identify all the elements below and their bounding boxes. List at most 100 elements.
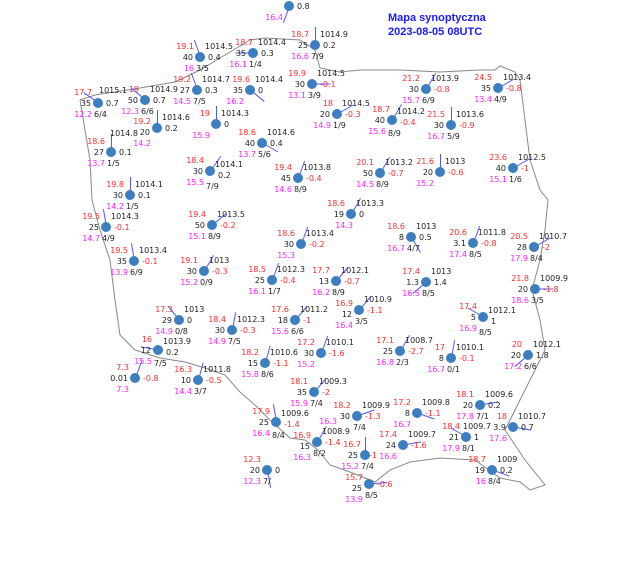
station-pressure: 1013.9 (431, 74, 459, 83)
station-pressure: 1010.7 (539, 232, 567, 241)
station-cloud-fraction: 2/3 (396, 358, 409, 367)
station-dew-point: 16.6 (291, 52, 309, 61)
station-pressure: 1014.9 (320, 30, 348, 39)
station-temperature: 19 (128, 85, 139, 94)
title-line-1: Mapa synoptyczna (388, 12, 486, 24)
station-pressure-tendency: 0 (187, 316, 193, 325)
station-dew-point: 13.7 (238, 150, 256, 159)
station-temperature: 16.9 (293, 431, 311, 440)
station-pressure-tendency: -1.6 (411, 441, 427, 450)
station-pressure: 1013.4 (139, 246, 167, 255)
station-temperature: 19.4 (188, 210, 206, 219)
station-pressure-tendency: 0.2 (218, 171, 231, 180)
cloud-cover-circle-icon (468, 238, 478, 248)
station-visibility: 45 (280, 174, 291, 183)
cloud-cover-circle-icon (446, 120, 456, 130)
station-dew-point: 14.2 (106, 202, 124, 211)
station-pressure-tendency: -1.1 (273, 359, 289, 368)
station-dew-point: 15.6 (271, 327, 289, 336)
station-pressure: 1012.3 (277, 265, 305, 274)
station-dew-point: 15.1 (489, 175, 507, 184)
cloud-cover-circle-icon (529, 242, 539, 252)
cloud-cover-circle-icon (125, 190, 135, 200)
station-cloud-fraction: 6/9 (422, 96, 435, 105)
station-pressure-tendency: -0.2 (220, 221, 236, 230)
station-cloud-fraction: 4/9 (494, 95, 507, 104)
cloud-cover-circle-icon (290, 315, 300, 325)
cloud-cover-circle-icon (364, 479, 374, 489)
station-pressure-tendency: -1.3 (365, 412, 381, 421)
cloud-cover-circle-icon (152, 123, 162, 133)
station-pressure: 1012.1 (533, 340, 561, 349)
station-temperature: 18.2 (333, 401, 351, 410)
station-visibility: 30 (294, 80, 305, 89)
cloud-cover-circle-icon (199, 266, 209, 276)
station-dew-point: 16.7 (427, 132, 445, 141)
station-temperature: 17.4 (379, 430, 397, 439)
station-pressure-tendency: -2.7 (408, 347, 424, 356)
station-pressure-tendency: -1.4 (284, 420, 300, 429)
station-temperature: 18 (496, 412, 507, 421)
station-dew-point: 15.2 (341, 462, 359, 471)
cloud-cover-circle-icon (193, 375, 203, 385)
station-temperature: 18.6 (238, 128, 256, 137)
cloud-cover-circle-icon (354, 305, 364, 315)
station-dew-point: 15.6 (368, 127, 386, 136)
station-dew-point: 16.6 (379, 452, 397, 461)
station-pressure-tendency: -0.6 (448, 168, 464, 177)
station-visibility: 50 (127, 96, 138, 105)
station-visibility: 3.9 (493, 423, 506, 432)
station-visibility: 21 (448, 433, 459, 442)
station-visibility: 12 (341, 310, 352, 319)
station-temperature: 18.6 (277, 229, 295, 238)
station-pressure: 1014.5 (205, 42, 233, 51)
station-pressure: 1013.4 (306, 229, 334, 238)
station-cloud-fraction: 8/4 (530, 254, 543, 263)
station-pressure-tendency: -0.9 (459, 121, 475, 130)
station-dew-point: 16.1 (229, 60, 247, 69)
station-dew-point: 16.4 (265, 13, 283, 22)
station-visibility: 35 (232, 86, 243, 95)
station-pressure-tendency: 0.7 (153, 96, 166, 105)
station-cloud-fraction: 0/1 (447, 365, 460, 374)
station-pressure-tendency: -1.1 (425, 409, 441, 418)
station-pressure-tendency: 1.4 (434, 278, 447, 287)
cloud-cover-circle-icon (530, 284, 540, 294)
station-cloud-fraction: 7/9 (206, 182, 219, 191)
station-temperature: 17.7 (74, 88, 92, 97)
station-temperature: 16 (141, 335, 152, 344)
station-pressure: 1014.8 (110, 129, 138, 138)
station-temperature: 17.3 (155, 305, 173, 314)
station-temperature: 18.2 (241, 348, 259, 357)
station-cloud-fraction: 6/4 (94, 110, 107, 119)
station-pressure-tendency: 1.8 (536, 351, 549, 360)
station-cloud-fraction: 8/5 (365, 491, 378, 500)
station-cloud-fraction: 6/6 (141, 107, 154, 116)
station-dew-point: 14.6 (274, 185, 292, 194)
station-temperature: 21.2 (402, 74, 420, 83)
station-cloud-fraction: 7/5 (228, 337, 241, 346)
cloud-cover-circle-icon (271, 417, 281, 427)
station-visibility: 35 (480, 84, 491, 93)
station-pressure-tendency: 0 (224, 120, 230, 129)
cloud-cover-circle-icon (387, 115, 397, 125)
station-dew-point: 17.6 (489, 434, 507, 443)
station-cloud-fraction: 8/2 (313, 449, 326, 458)
station-cloud-fraction: 8/4 (272, 431, 285, 440)
station-pressure: 1014.3 (221, 109, 249, 118)
station-visibility: 35 (80, 99, 91, 108)
station-temperature: 17.6 (271, 305, 289, 314)
station-cloud-fraction: 7/1 (476, 412, 489, 421)
country-border-line (79, 37, 549, 491)
station-temperature: 18.7 (235, 38, 253, 47)
station-pressure-tendency: -0.5 (206, 376, 222, 385)
station-cloud-fraction: 5/6 (258, 150, 271, 159)
station-pressure: 1014.3 (111, 212, 139, 221)
station-temperature: 16.7 (343, 440, 361, 449)
station-dew-point: 14.9 (208, 337, 226, 346)
station-pressure-tendency: 0.2 (323, 41, 336, 50)
station-temperature: 18.7 (291, 30, 309, 39)
station-visibility: 20 (517, 285, 528, 294)
station-visibility: 25 (351, 484, 362, 493)
